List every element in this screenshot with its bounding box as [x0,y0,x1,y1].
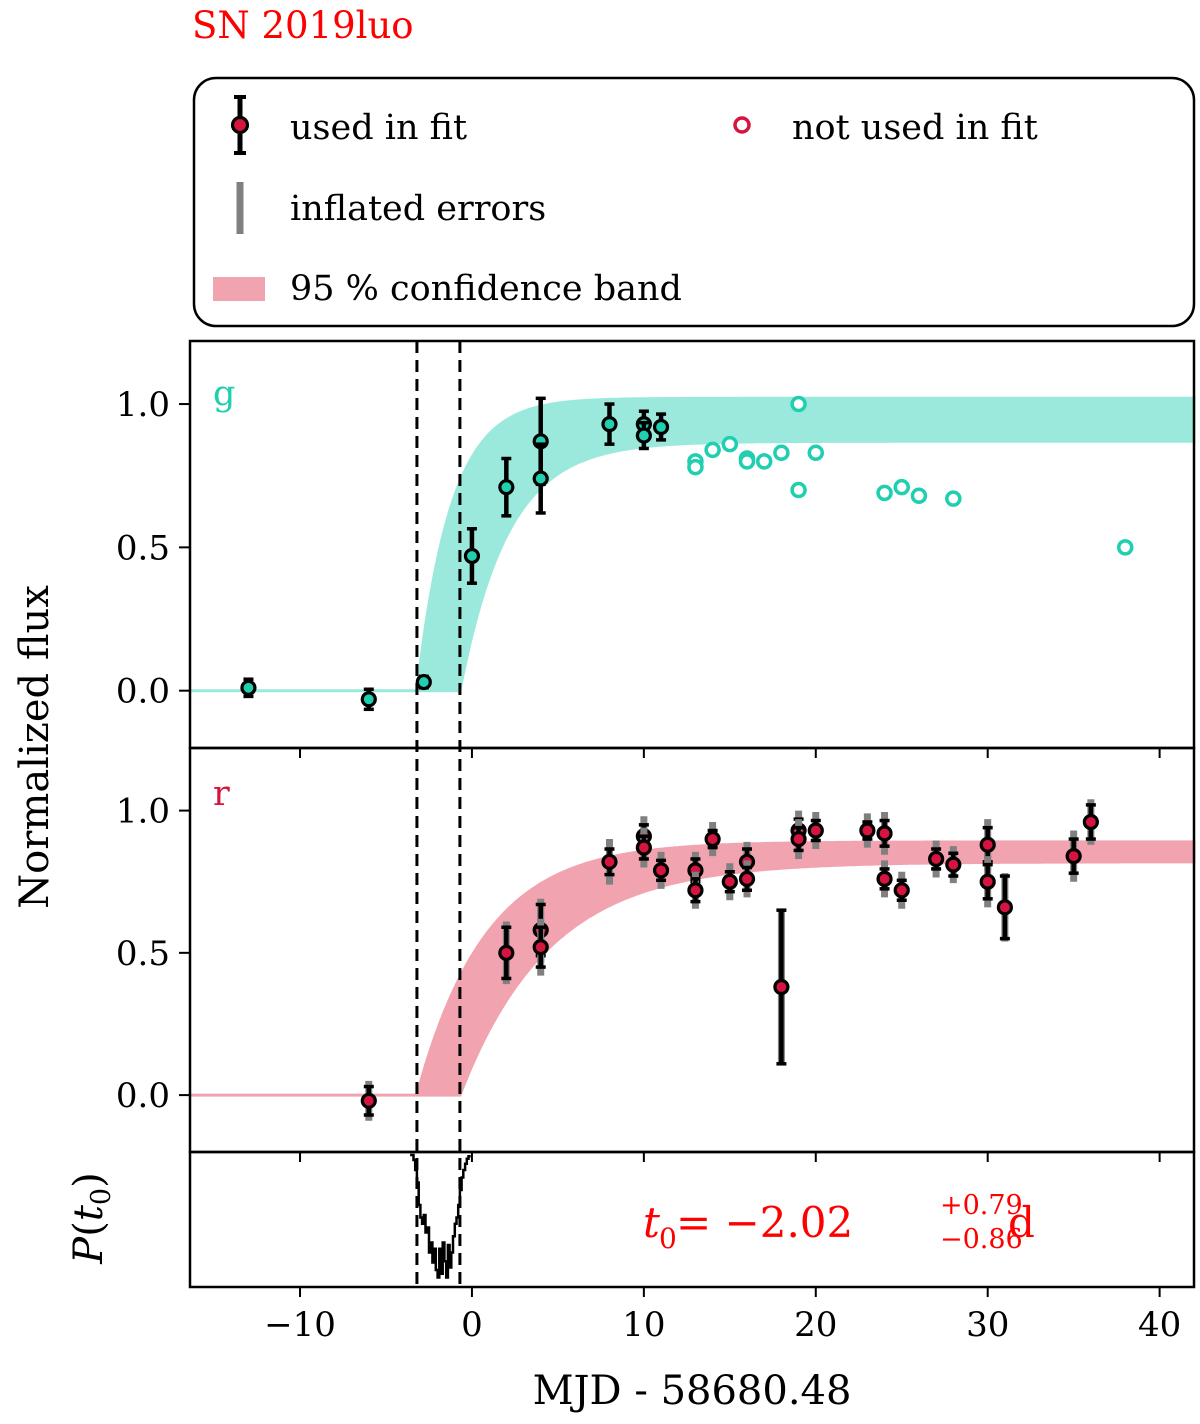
legend-marker-used [230,95,250,155]
point-used-r [876,870,893,887]
xtick-label: 0 [461,1305,483,1345]
point-used-r [652,862,670,879]
legend-label-not-used: not used in fit [792,108,1038,148]
y-axis-label: Normalized flux [12,585,58,909]
point-used-r [996,899,1013,916]
legend-label-inflated: inflated errors [290,189,546,229]
point-not-used-g [738,453,756,470]
point-used-r [773,978,790,996]
point-not-used-g [755,453,773,470]
point-not-used-g [807,444,825,462]
point-not-used-g [790,395,807,413]
confidence-band-g [190,396,1196,693]
xtick-label: 40 [1138,1305,1181,1345]
t0-value: = −2.02 [676,1198,853,1247]
point-used-r [790,830,807,848]
posterior-ylabel-p: P [66,1236,112,1265]
point-used-r [893,882,910,899]
point-used-g [360,691,377,708]
vertical-lines [415,341,462,1287]
point-used-r [807,822,824,839]
axes-frame-1 [188,746,1196,1154]
point-used-r [601,853,618,870]
point-not-used-g [893,478,910,496]
xtick-label: −10 [264,1305,336,1345]
point-used-r [1082,813,1099,831]
posterior-y-label: P(t0) [66,1172,117,1264]
point-used-g [532,470,549,487]
legend: used in fit not used in fit inflated err… [192,76,1196,328]
xtick-label: 30 [966,1305,1009,1345]
point-used-r [738,870,756,887]
t0-lower-error: −0.86 [940,1224,1023,1255]
ytick-label-g: 1.0 [116,385,170,425]
point-used-r [721,873,738,890]
point-used-g [498,479,515,496]
point-used-g [415,673,432,691]
ytick-label-g: 0.5 [116,528,170,568]
xtick-label: 20 [794,1305,837,1345]
point-used-r [979,873,996,890]
point-used-r [928,850,945,868]
point-used-r [704,830,721,848]
panel-label-r: r [213,774,230,814]
legend-label-used: used in fit [290,108,467,148]
point-used-g [652,418,670,436]
t0-subscript: 0 [659,1222,677,1255]
legend-marker-not-used [733,116,751,134]
posterior-ylabel-t: t [66,1204,112,1221]
ytick-label-r: 0.5 [116,934,170,974]
point-not-used-g [704,441,721,459]
point-used-r [687,882,704,899]
legend-label-band: 95 % confidence band [290,269,682,309]
point-used-g [635,427,652,444]
legend-marker-band [213,277,265,301]
t0-unit: d [1008,1198,1035,1247]
point-used-r [979,836,996,853]
point-used-r [360,1092,377,1109]
ytick-label-r: 0.0 [116,1076,170,1116]
point-used-g [240,679,257,696]
axes-frames: −10 0 10 20 30 40 [188,339,1196,1345]
panel-g: 0.0 0.5 1.0 [116,385,1196,712]
posterior-ylabel-sub: 0 [86,1188,117,1205]
point-used-r [498,944,515,961]
xtick-label: 10 [622,1305,665,1345]
point-used-r [532,939,549,956]
point-not-used-g [721,435,739,453]
point-used-g [601,416,618,433]
point-used-r [876,825,893,842]
t0-annotation: t 0 = −2.02 +0.79 −0.86 d [643,1190,1035,1255]
point-used-r [1065,848,1082,865]
panel-posterior [410,1153,471,1279]
legend-frame [192,76,1196,328]
ytick-label-g: 0.0 [116,672,170,712]
posterior-curve [410,1153,471,1279]
panel-r: 0.0 0.5 1.0 [116,792,1196,1121]
point-not-used-g [773,444,790,462]
t0-upper-error: +0.79 [940,1190,1023,1221]
point-used-r [945,856,962,873]
point-not-used-g [910,487,928,505]
axes-frame-2 [188,1150,1196,1289]
t0-symbol: t [643,1198,660,1247]
point-used-r [859,822,876,839]
figure-title: SN 2019luo [192,4,414,47]
point-used-r [635,839,652,856]
point-not-used-g [687,458,704,476]
point-not-used-g [876,484,893,502]
point-used-g [463,547,481,565]
point-not-used-g [945,490,962,507]
panel-label-g: g [213,374,235,414]
point-not-used-g [1116,539,1134,556]
x-axis-label: MJD - 58680.48 [533,1368,852,1414]
ytick-label-r: 1.0 [116,792,170,832]
point-not-used-g [790,481,807,499]
